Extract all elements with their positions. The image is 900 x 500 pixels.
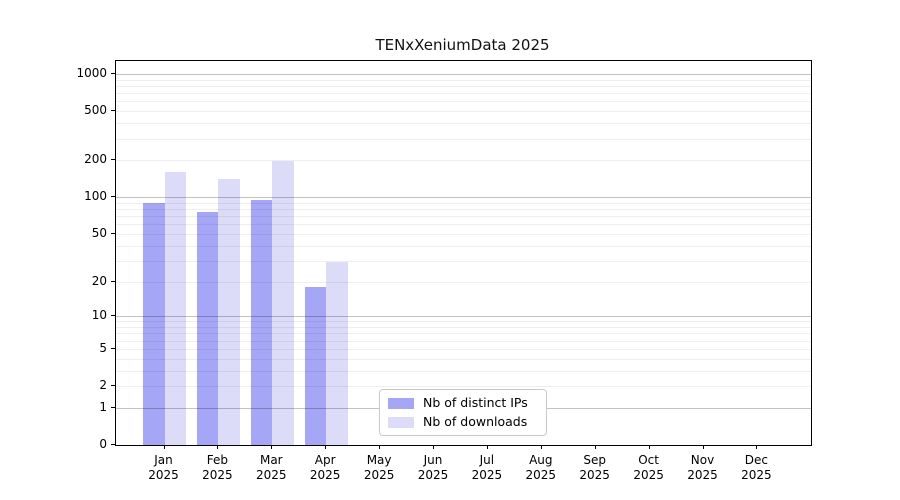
x-tick-mark bbox=[325, 445, 327, 449]
x-tick-label-sep: Sep 2025 bbox=[579, 453, 610, 482]
bar-distinct-ips-apr bbox=[304, 286, 327, 445]
gridline-minor bbox=[116, 138, 811, 140]
y-tick-label: 2 bbox=[99, 378, 107, 392]
legend-swatch-downloads-icon bbox=[388, 416, 414, 428]
y-tick-mark bbox=[111, 280, 115, 282]
gridline-minor bbox=[116, 111, 811, 113]
gridline-minor bbox=[116, 245, 811, 247]
y-tick-mark bbox=[111, 159, 115, 161]
gridline-minor bbox=[116, 160, 811, 162]
y-tick-label: 5 bbox=[99, 340, 107, 355]
bar-downloads-jan bbox=[164, 172, 186, 445]
gridline-minor bbox=[116, 79, 811, 81]
chart-title: TENxXeniumData 2025 bbox=[375, 36, 550, 54]
gridline-minor bbox=[116, 340, 811, 342]
x-tick-mark bbox=[271, 445, 273, 449]
x-tick-label-may: May 2025 bbox=[363, 453, 395, 482]
legend: Nb of distinct IPs Nb of downloads bbox=[379, 389, 547, 436]
x-tick-mark bbox=[217, 445, 219, 449]
legend-row-downloads: Nb of downloads bbox=[388, 415, 538, 429]
x-tick-label-feb: Feb 2025 bbox=[202, 453, 233, 482]
y-tick-label: 200 bbox=[84, 152, 107, 167]
gridline-minor bbox=[116, 348, 811, 350]
gridline-minor bbox=[116, 281, 811, 283]
x-tick-mark bbox=[702, 445, 704, 449]
y-tick-mark bbox=[111, 73, 115, 74]
x-tick-mark bbox=[486, 445, 488, 449]
gridline-minor bbox=[116, 202, 811, 204]
y-tick-mark bbox=[111, 315, 115, 317]
gridline-minor bbox=[116, 327, 811, 328]
gridline-major bbox=[116, 74, 811, 75]
gridline-major bbox=[116, 316, 811, 318]
x-tick-mark bbox=[648, 445, 650, 449]
x-tick-mark bbox=[756, 445, 758, 449]
y-tick-mark bbox=[111, 406, 115, 408]
gridline-minor bbox=[116, 123, 811, 125]
y-tick-mark bbox=[111, 110, 115, 112]
y-tick-mark bbox=[111, 444, 115, 445]
bar-distinct-ips-feb bbox=[196, 212, 219, 445]
x-tick-mark bbox=[379, 445, 381, 449]
gridline-minor bbox=[116, 333, 811, 335]
legend-swatch-distinct-ips-icon bbox=[388, 397, 414, 409]
x-tick-mark bbox=[163, 445, 165, 449]
gridline-minor bbox=[116, 93, 811, 95]
y-tick-label: 1000 bbox=[76, 66, 107, 80]
legend-row-distinct-ips: Nb of distinct IPs bbox=[388, 396, 538, 410]
gridline-minor bbox=[116, 358, 811, 360]
y-tick-mark bbox=[111, 196, 115, 198]
x-tick-label-apr: Apr 2025 bbox=[309, 453, 341, 482]
gridline-minor bbox=[116, 86, 811, 87]
x-tick-label-jan: Jan 2025 bbox=[148, 453, 179, 482]
y-tick-label: 500 bbox=[84, 103, 107, 118]
bar-distinct-ips-jan bbox=[143, 202, 165, 445]
x-tick-mark bbox=[594, 445, 596, 449]
bar-downloads-mar bbox=[272, 160, 294, 445]
legend-label-distinct-ips: Nb of distinct IPs bbox=[423, 395, 528, 410]
y-tick-label: 50 bbox=[91, 225, 107, 240]
x-tick-label-dec: Dec 2025 bbox=[741, 453, 772, 482]
bar-distinct-ips-mar bbox=[250, 199, 273, 445]
x-tick-mark bbox=[540, 445, 542, 449]
x-tick-label-nov: Nov 2025 bbox=[687, 453, 718, 482]
gridline-minor bbox=[116, 101, 811, 103]
bar-downloads-feb bbox=[218, 179, 240, 445]
y-tick-label: 1 bbox=[99, 399, 107, 414]
y-tick-mark bbox=[111, 385, 115, 386]
gridline-minor bbox=[116, 260, 811, 262]
gridline-major bbox=[116, 197, 811, 199]
x-tick-label-aug: Aug 2025 bbox=[525, 453, 557, 482]
x-tick-label-oct: Oct 2025 bbox=[633, 453, 664, 482]
y-tick-label: 100 bbox=[84, 189, 107, 204]
y-tick-mark bbox=[111, 232, 115, 234]
bar-downloads-apr bbox=[326, 262, 348, 445]
x-tick-mark bbox=[433, 445, 434, 449]
gridline-minor bbox=[116, 216, 811, 218]
legend-label-downloads: Nb of downloads bbox=[423, 414, 528, 429]
y-tick-label: 0 bbox=[99, 437, 107, 451]
x-tick-label-jul: Jul 2025 bbox=[471, 453, 503, 482]
gridline-minor bbox=[116, 386, 811, 387]
gridline-minor bbox=[116, 209, 811, 210]
gridline-minor bbox=[116, 224, 811, 226]
x-tick-label-jun: Jun 2025 bbox=[417, 453, 449, 482]
gridline-minor bbox=[116, 370, 811, 372]
plot-area: Nb of distinct IPs Nb of downloads bbox=[115, 60, 812, 446]
y-tick-label: 20 bbox=[91, 273, 107, 288]
y-tick-label: 10 bbox=[91, 308, 107, 323]
y-tick-mark bbox=[111, 347, 115, 349]
x-tick-label-mar: Mar 2025 bbox=[256, 453, 287, 482]
gridline-minor bbox=[116, 321, 811, 323]
gridline-minor bbox=[116, 233, 811, 235]
